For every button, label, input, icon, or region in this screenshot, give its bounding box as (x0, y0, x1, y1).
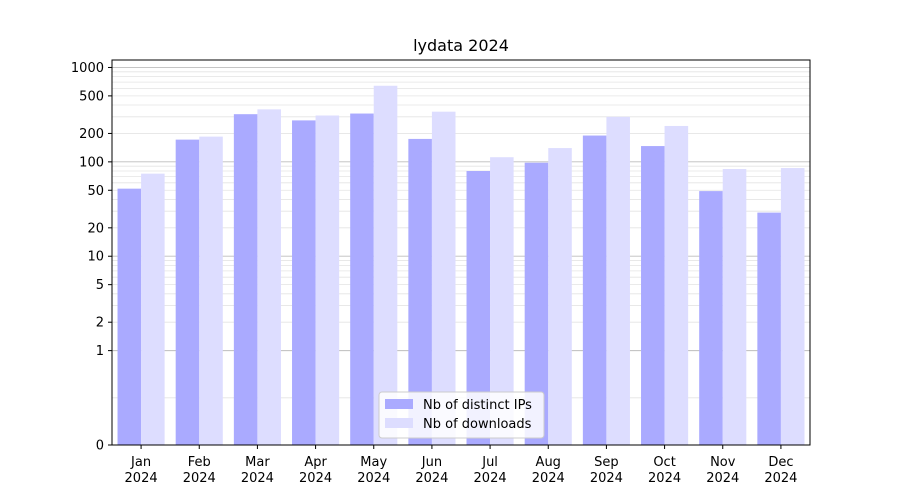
x-tick-label-month: Jun (421, 455, 442, 470)
y-tick-label: 5 (96, 278, 104, 293)
x-tick-label-year: 2024 (590, 471, 623, 486)
bar-downloads (373, 85, 398, 445)
grid (112, 67, 810, 399)
y-tick-label: 50 (87, 184, 104, 199)
x-tick-label-year: 2024 (415, 471, 448, 486)
x-tick-label-month: May (360, 455, 387, 470)
x-tick-label-month: Aug (536, 455, 561, 470)
y-axis: 0 1 2 5 10 20 50 100 200 500 1000 (71, 61, 112, 454)
bar-downloads (722, 169, 747, 445)
bar-downloads (664, 125, 689, 445)
x-tick-label-year: 2024 (299, 471, 332, 486)
x-tick-label-year: 2024 (532, 471, 565, 486)
bar-downloads (315, 115, 340, 445)
x-tick-label-year: 2024 (764, 471, 797, 486)
y-tick-label: 500 (79, 89, 104, 104)
x-tick-label-month: Nov (710, 455, 736, 470)
bar-ips (641, 146, 665, 446)
x-tick-label-month: Dec (768, 455, 793, 470)
bar-downloads (606, 116, 630, 446)
bar-ips (466, 171, 491, 446)
legend-label: Nb of downloads (423, 417, 532, 432)
bars (117, 85, 805, 446)
y-tick-label: 20 (87, 221, 104, 236)
y-tick-label: 1000 (71, 61, 104, 76)
bar-ips (757, 212, 781, 445)
bar-downloads (490, 157, 514, 446)
y-tick-label: 2 (96, 316, 104, 331)
chart-title: lydata 2024 (413, 36, 509, 55)
x-tick-label-year: 2024 (241, 471, 274, 486)
bar-ips (350, 113, 374, 445)
x-tick-label-year: 2024 (648, 471, 681, 486)
x-tick-label-year: 2024 (357, 471, 390, 486)
bar-downloads (199, 136, 223, 445)
legend-swatch (385, 399, 413, 409)
legend-box (378, 391, 545, 439)
bar-ips (175, 139, 200, 445)
bar-downloads (141, 173, 165, 446)
y-tick-label: 100 (79, 155, 104, 170)
bar-ips (408, 138, 432, 445)
legend-label: Nb of distinct IPs (423, 398, 532, 413)
y-tick-label: 10 (87, 250, 104, 265)
y-tick-label: 200 (79, 127, 104, 142)
y-tick-label: 1 (96, 344, 104, 359)
y-tick-label: 0 (96, 439, 104, 454)
x-tick-label-year: 2024 (474, 471, 507, 486)
x-tick-label-month: Sep (594, 455, 619, 470)
bar-ips (524, 162, 549, 445)
x-tick-label-year: 2024 (183, 471, 216, 486)
bar-ips (699, 191, 723, 445)
bar-ips (582, 135, 607, 445)
legend: Nb of distinct IPs Nb of downloads (378, 391, 545, 439)
bar-ips (292, 120, 316, 445)
bar-ips (233, 114, 258, 445)
x-axis: Jan2024Feb2024Mar2024Apr2024May2024Jun20… (125, 445, 797, 486)
x-tick-label-month: Mar (245, 455, 270, 470)
x-tick-label-year: 2024 (125, 471, 158, 486)
x-tick-label-month: Apr (304, 455, 327, 470)
x-tick-label-month: Oct (653, 455, 675, 470)
plot-frame (111, 59, 811, 446)
x-tick-label-month: Jan (130, 455, 151, 470)
bar-downloads (431, 111, 456, 446)
legend-swatch (385, 418, 413, 428)
x-tick-label-year: 2024 (706, 471, 739, 486)
x-tick-label-month: Feb (188, 455, 211, 470)
bar-downloads (548, 148, 572, 445)
bar-downloads (257, 109, 281, 446)
x-tick-label-month: Jul (481, 455, 498, 470)
bar-ips (117, 188, 142, 445)
bar-downloads (780, 168, 805, 445)
